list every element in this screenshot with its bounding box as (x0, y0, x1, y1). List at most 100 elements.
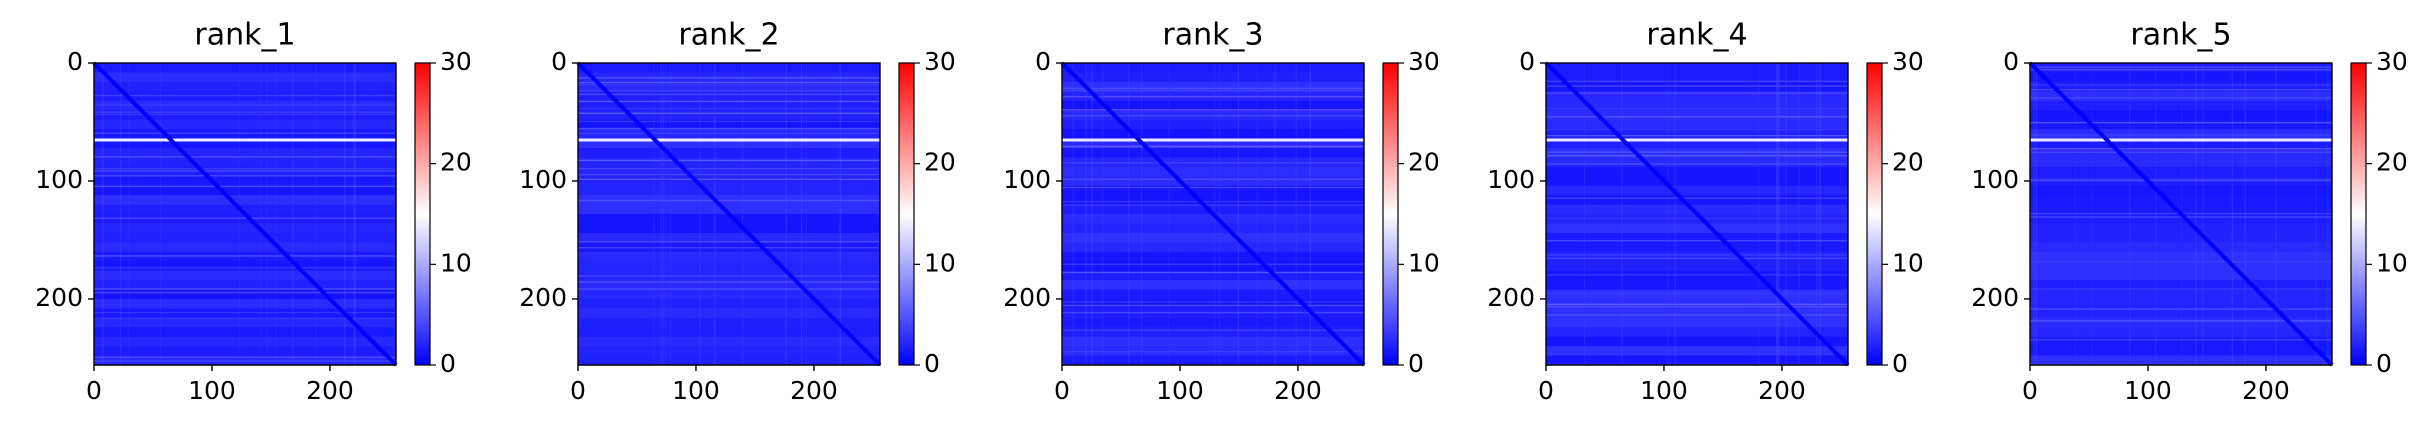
y-tick-label: 100 (1487, 165, 1535, 194)
heatmap-band (578, 119, 880, 130)
heatmap-band (1062, 355, 1364, 366)
heatmap-streak (578, 120, 880, 123)
heatmap-band (578, 185, 880, 196)
heatmap-streak (275, 63, 277, 365)
y-tick-label: 200 (1487, 283, 1535, 312)
heatmap-band (94, 308, 396, 319)
heatmap-streak (2129, 63, 2131, 365)
heatmap-band (578, 204, 880, 215)
heatmap-streak (2030, 97, 2332, 99)
heatmap-band (1062, 308, 1364, 319)
heatmap-band (2030, 298, 2332, 309)
heatmap-band (94, 147, 396, 158)
heatmap-streak (292, 63, 294, 365)
heatmap-band (1546, 214, 1848, 225)
heatmap-streak (741, 63, 744, 365)
heatmap-band (1546, 289, 1848, 300)
heatmap-streak (260, 63, 262, 365)
heatmap-band (94, 251, 396, 262)
heatmap-band (1546, 204, 1848, 215)
heatmap-streak (2030, 88, 2332, 91)
heatmap-streak (1546, 80, 1848, 83)
colorbar-tick-label: 20 (440, 148, 472, 177)
colorbar (898, 62, 915, 366)
heatmap-streak (128, 63, 130, 365)
heatmap-band (94, 166, 396, 177)
heatmap-streak (1062, 329, 1364, 332)
heatmap-streak (2030, 151, 2332, 153)
heatmap-band (1546, 317, 1848, 328)
heatmap-streak (2030, 308, 2332, 310)
heatmap-streak (1062, 87, 1364, 90)
heatmap-streak (2030, 68, 2332, 71)
heatmap-band (1546, 223, 1848, 234)
heatmap-streak (1102, 63, 1104, 365)
heatmap-streak (1218, 63, 1221, 365)
heatmap-streak (2315, 63, 2317, 365)
colorbar-tick-label: 30 (1892, 47, 1924, 76)
heatmap-streak (239, 63, 241, 365)
heatmap-band (578, 157, 880, 168)
colorbar (414, 62, 431, 366)
heatmap-streak (94, 156, 396, 158)
heatmap-streak (2155, 63, 2157, 365)
heatmap-streak (1546, 116, 1848, 118)
colorbar-tick-label: 10 (1408, 248, 1440, 277)
colorbar-tick-label: 0 (440, 349, 456, 378)
heatmap-streak (94, 167, 396, 170)
heatmap-band (94, 298, 396, 309)
heatmap-streak (714, 63, 717, 365)
x-tick-label: 100 (188, 376, 236, 405)
heatmap-band (1062, 242, 1364, 253)
x-tick-label: 100 (1640, 376, 1688, 405)
heatmap-band (1546, 251, 1848, 262)
heatmap-streak (94, 217, 396, 219)
chart-title: rank_4 (1646, 18, 1747, 53)
heatmap-streak (1546, 155, 1848, 157)
heatmap-band (2030, 355, 2332, 366)
heatmap-streak (315, 63, 317, 365)
heatmap-band (94, 195, 396, 206)
heatmap-band (94, 317, 396, 328)
x-tick-label: 200 (2242, 376, 2290, 405)
heatmap-band (578, 289, 880, 300)
heatmap-streak (1295, 63, 1297, 365)
heatmap-streak (94, 360, 396, 362)
y-tick-label: 0 (551, 47, 567, 76)
heatmap-streak (1546, 92, 1848, 94)
heatmap-band (94, 157, 396, 168)
y-tick-label: 100 (35, 165, 83, 194)
chart-title: rank_3 (1162, 18, 1263, 53)
heatmap-streak (94, 104, 396, 106)
heatmap-band (1546, 336, 1848, 347)
heatmap-streak (94, 311, 396, 314)
axes-frame (577, 62, 881, 366)
heatmap-image (1060, 61, 1366, 367)
subplot-4: rank_4 0 100 200 0 100 200 0 10 20 30 (1487, 18, 1924, 406)
x-tick-label: 0 (1054, 376, 1070, 405)
heatmap-streak (1546, 239, 1848, 242)
heatmap-band (578, 81, 880, 92)
heatmap-band (2030, 176, 2332, 187)
heatmap-streak (578, 93, 880, 96)
heatmap-streak (1758, 63, 1760, 365)
heatmap-streak (699, 63, 701, 365)
heatmap-band (1062, 119, 1364, 130)
colorbar-tick-label: 30 (2376, 47, 2408, 76)
colorbar-tick-label: 0 (1408, 349, 1424, 378)
heatmap-streak (578, 247, 880, 249)
heatmap-streak (2275, 63, 2277, 365)
heatmap-streak (1674, 63, 1676, 365)
y-tick-label: 100 (1971, 165, 2019, 194)
heatmap-image (576, 61, 882, 367)
colorbar-tick-label: 0 (924, 349, 940, 378)
heatmap-streak (1777, 63, 1779, 365)
heatmap-streak (94, 94, 396, 97)
heatmap-band (94, 232, 396, 243)
heatmap-band (94, 72, 396, 83)
colorbar (1382, 62, 1399, 366)
heatmap-band (578, 147, 880, 158)
heatmap-band (94, 346, 396, 357)
heatmap-band (2030, 317, 2332, 328)
heatmap-streak (94, 175, 396, 177)
